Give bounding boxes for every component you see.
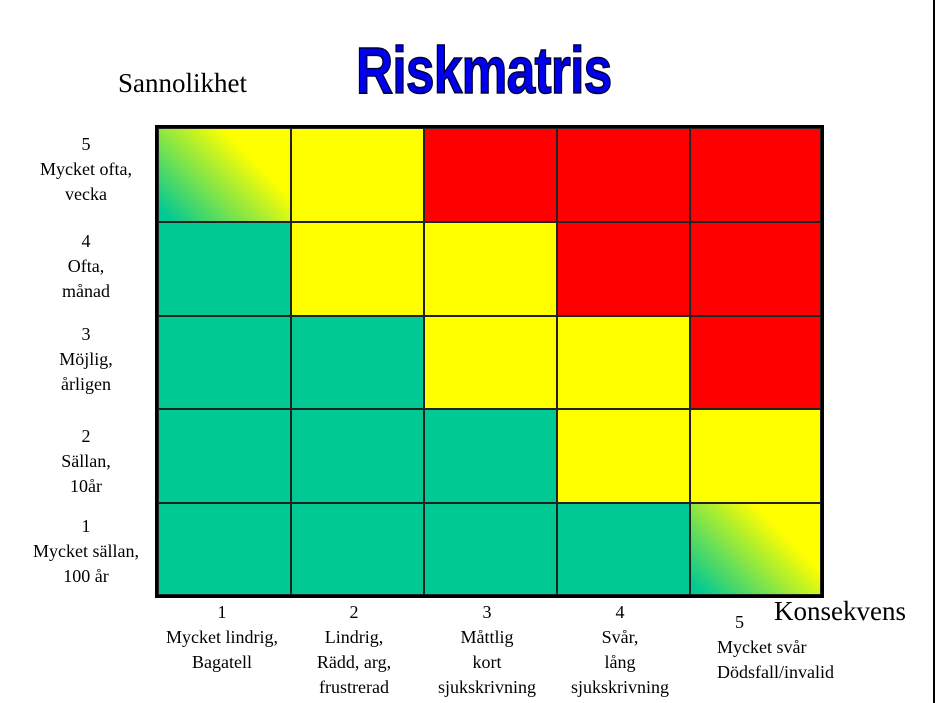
column-label-2: 2 Lindrig, Rädd, arg, frustrerad — [316, 602, 392, 697]
x-axis-label: Konsekvens — [774, 596, 906, 626]
matrix-cell-p5-k5 — [690, 128, 821, 222]
matrix-cell-p5-k4 — [557, 128, 690, 222]
page-title: Riskmatris — [355, 32, 612, 108]
row-label-5: 5 Mycket ofta, vecka — [40, 134, 132, 204]
matrix-cell-p3-k1 — [158, 316, 291, 409]
matrix-cell-p1-k4 — [557, 503, 690, 595]
matrix-cell-p1-k1 — [158, 503, 291, 595]
matrix-cell-p1-k3 — [424, 503, 557, 595]
matrix-cell-p4-k5 — [690, 222, 821, 316]
matrix-cell-p2-k1 — [158, 409, 291, 503]
row-label-3: 3 Möjlig, årligen — [59, 324, 113, 394]
row-label-4: 4 Ofta, månad — [62, 231, 110, 301]
matrix-cell-p2-k4 — [557, 409, 690, 503]
matrix-cell-p2-k3 — [424, 409, 557, 503]
matrix-cell-p3-k4 — [557, 316, 690, 409]
matrix-cell-p4-k2 — [291, 222, 424, 316]
matrix-cell-p1-k5 — [690, 503, 821, 595]
matrix-cell-p5-k2 — [291, 128, 424, 222]
matrix-cell-p3-k3 — [424, 316, 557, 409]
matrix-cell-p4-k1 — [158, 222, 291, 316]
column-label-3: 3 Måttlig kort sjukskrivning — [437, 602, 536, 697]
matrix-cell-p4-k4 — [557, 222, 690, 316]
matrix-cell-p3-k2 — [291, 316, 424, 409]
row-label-2: 2 Sällan, 10år — [61, 426, 111, 496]
matrix-cell-p2-k2 — [291, 409, 424, 503]
matrix-cell-p2-k5 — [690, 409, 821, 503]
page-right-border — [933, 0, 935, 703]
column-label-1: 1 Mycket lindrig, Bagatell — [166, 602, 278, 672]
risk-matrix-grid — [155, 125, 824, 598]
row-label-1: 1 Mycket sällan, 100 år — [33, 516, 139, 586]
matrix-cell-p5-k3 — [424, 128, 557, 222]
column-label-4: 4 Svår, lång sjukskrivning — [570, 602, 669, 697]
y-axis-label: Sannolikhet — [118, 68, 247, 98]
matrix-cell-p4-k3 — [424, 222, 557, 316]
matrix-cell-p5-k1 — [158, 128, 291, 222]
column-label-5: 5 Mycket svår Dödsfall/invalid — [717, 612, 834, 682]
matrix-cell-p3-k5 — [690, 316, 821, 409]
matrix-cell-p1-k2 — [291, 503, 424, 595]
